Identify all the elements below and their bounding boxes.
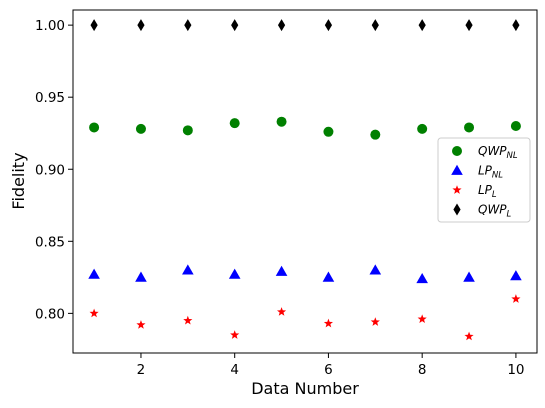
data-point-diamond: [371, 19, 379, 32]
data-point-triangle: [228, 268, 241, 279]
legend-marker-triangle: [451, 164, 463, 175]
data-point-circle: [323, 126, 334, 137]
y-tick-label: 1.00: [35, 18, 65, 34]
data-point-triangle: [416, 272, 428, 284]
data-point-star: [230, 330, 240, 339]
x-tick-label: 6: [324, 362, 333, 378]
legend-label: QWPNL: [478, 144, 518, 161]
x-axis-label: Data Number: [251, 379, 359, 398]
legend-marker-star: [452, 185, 462, 194]
data-point-diamond: [90, 19, 98, 32]
data-point-diamond: [137, 19, 145, 32]
y-tick-label: 0.85: [35, 234, 65, 250]
data-point-triangle: [88, 268, 100, 279]
series-triangle: [88, 264, 522, 284]
data-point-triangle: [182, 264, 194, 275]
data-point-diamond: [184, 19, 192, 32]
x-tick-label: 10: [507, 362, 524, 378]
data-point-diamond: [465, 19, 473, 32]
legend-label: QWPL: [478, 203, 512, 220]
data-point-circle: [370, 129, 381, 140]
data-point-star: [370, 317, 380, 326]
data-point-star: [277, 307, 287, 316]
legend-label: LPNL: [478, 164, 503, 181]
data-point-triangle: [369, 264, 382, 275]
data-point-diamond: [324, 19, 333, 32]
data-point-triangle: [275, 265, 288, 276]
data-point-diamond: [231, 19, 239, 32]
legend-marker-circle: [452, 146, 462, 156]
legend-box: [437, 137, 531, 223]
data-marks: [88, 19, 522, 341]
data-point-star: [136, 320, 146, 329]
legend-label: LPL: [478, 183, 497, 200]
data-point-star: [89, 308, 99, 318]
data-point-circle: [229, 118, 240, 129]
data-point-diamond: [512, 19, 520, 32]
series-circle: [89, 116, 521, 140]
x-tick-label: 2: [137, 362, 146, 378]
data-point-triangle: [463, 271, 475, 282]
data-point-diamond: [277, 19, 286, 32]
data-point-circle: [89, 122, 100, 133]
data-point-circle: [276, 116, 287, 127]
data-point-triangle: [510, 270, 522, 281]
x-tick-label: 8: [418, 362, 427, 378]
data-point-circle: [182, 125, 193, 136]
data-point-star: [464, 331, 474, 341]
data-point-triangle: [135, 271, 147, 282]
y-tick-label: 0.80: [35, 306, 65, 322]
series-diamond: [90, 19, 520, 32]
data-point-star: [417, 314, 427, 324]
x-tick-label: 4: [230, 362, 239, 378]
y-tick-label: 0.95: [35, 90, 65, 106]
data-point-star: [183, 315, 193, 325]
data-point-star: [511, 294, 521, 303]
series-star: [89, 294, 521, 341]
data-point-triangle: [322, 271, 335, 282]
y-axis-label: Fidelity: [9, 152, 28, 209]
legend-marker-diamond: [453, 203, 461, 216]
data-point-circle: [417, 123, 428, 134]
data-point-star: [323, 318, 333, 328]
axis-ticks: 2 4 6 8 10 0.80 0.85 0.90 0.95 1.00: [35, 18, 525, 378]
data-point-diamond: [418, 19, 426, 32]
legend: QWPNL LPNL LPL QWPL: [437, 137, 531, 223]
y-tick-label: 0.90: [35, 162, 65, 178]
data-point-circle: [464, 122, 475, 133]
data-point-circle: [135, 123, 146, 134]
data-point-circle: [510, 121, 521, 132]
